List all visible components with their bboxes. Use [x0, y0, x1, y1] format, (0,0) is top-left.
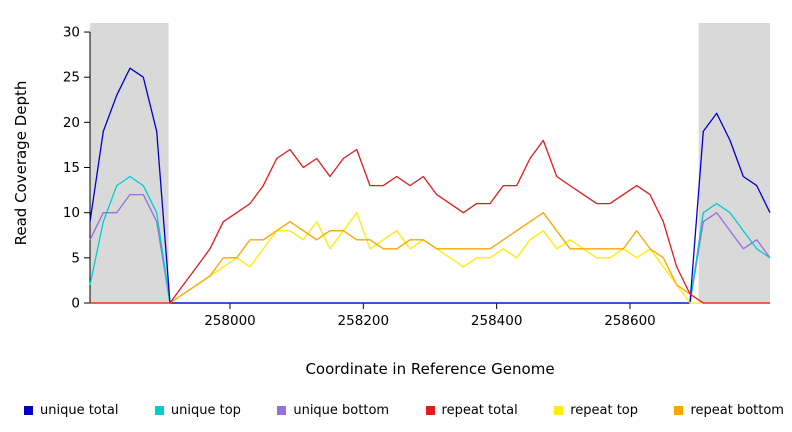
y-tick-label: 10	[63, 205, 80, 221]
series-line-unique-total	[89, 67, 771, 304]
legend-item-repeat-bottom: repeat bottom	[674, 403, 784, 418]
y-tick-label: 20	[63, 115, 80, 131]
series-line-unique-bottom	[89, 193, 771, 304]
legend-swatch-repeat-bottom	[674, 406, 684, 415]
plot-canvas: 258000 258200 258400 258600 0 5 10 15 20 25 30	[63, 23, 771, 329]
x-axis-label: Coordinate in Reference Genome	[305, 360, 555, 378]
legend-label-repeat-top: repeat top	[570, 403, 638, 418]
x-tick-label: 258600	[604, 313, 656, 329]
y-tick-label: 5	[71, 250, 80, 266]
legend-item-unique-top: unique top	[154, 403, 241, 418]
x-tick-label: 258000	[204, 313, 256, 329]
legend-swatch-repeat-top	[554, 406, 564, 415]
legend-label-unique-total: unique total	[40, 403, 119, 418]
legend-label-unique-bottom: unique bottom	[293, 403, 390, 418]
legend-item-repeat-top: repeat top	[554, 403, 638, 418]
y-tick-label: 15	[63, 160, 80, 176]
legend-swatch-repeat-total	[425, 406, 435, 415]
y-tick-label: 0	[71, 296, 80, 312]
y-tick-label: 25	[63, 70, 80, 86]
legend-label-repeat-bottom: repeat bottom	[690, 403, 784, 418]
series-line-repeat-bottom	[90, 212, 770, 304]
legend-swatch-unique-total	[24, 406, 33, 415]
legend-swatch-unique-top	[154, 406, 164, 415]
legend: unique total unique top unique bottom re…	[24, 403, 784, 418]
x-tick-label: 258200	[338, 313, 390, 329]
y-tick-label: 30	[63, 25, 80, 41]
series-line-repeat-total	[90, 139, 770, 304]
legend-item-unique-bottom: unique bottom	[277, 403, 389, 418]
y-axis-label: Read Coverage Depth	[12, 80, 30, 246]
legend-item-repeat-total: repeat total	[425, 403, 518, 418]
shaded-region	[698, 23, 770, 303]
series-line-repeat-top	[90, 212, 770, 304]
shaded-region	[90, 23, 169, 303]
legend-label-repeat-total: repeat total	[441, 403, 518, 418]
legend-swatch-unique-bottom	[277, 406, 287, 415]
legend-label-unique-top: unique top	[170, 403, 241, 418]
x-tick-label: 258400	[471, 313, 523, 329]
legend-item-unique-total: unique total	[24, 403, 118, 418]
